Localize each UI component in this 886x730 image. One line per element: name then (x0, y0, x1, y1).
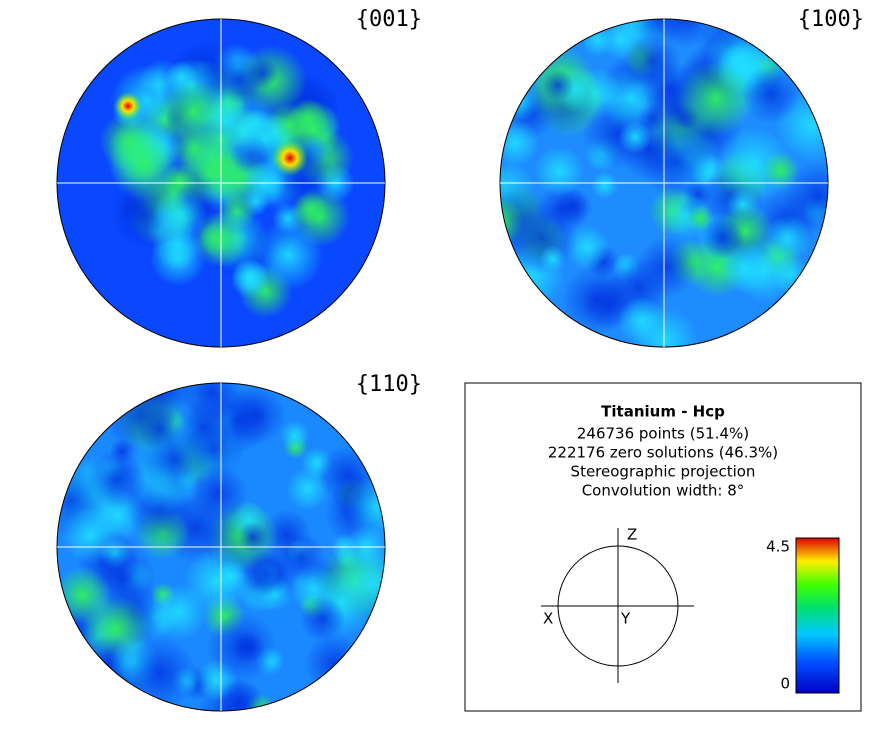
density-blob (541, 69, 574, 102)
reference-frame (541, 528, 694, 683)
density-blob (618, 120, 652, 154)
info-line: 246736 points (51.4%) (577, 425, 749, 443)
pole-figure-label: {110} (356, 372, 422, 397)
info-box (464, 382, 862, 712)
density-blob (216, 678, 263, 711)
density-blob (539, 245, 567, 273)
density-blob (207, 612, 277, 682)
info-line: Convolution width: 8° (582, 482, 745, 500)
density-blob (237, 521, 269, 553)
density-blob (57, 566, 112, 625)
density-blob (160, 79, 226, 145)
density-blob (640, 126, 712, 198)
axis-label: Z (627, 526, 637, 544)
axis-label: Y (620, 610, 631, 628)
axis-label: X (543, 610, 553, 628)
density-blob (636, 236, 698, 298)
pole-figure (57, 19, 385, 347)
density-blob (500, 81, 540, 122)
density-blob (761, 151, 800, 190)
info-line: 222176 zero solutions (46.3%) (548, 444, 778, 462)
density-blob (500, 197, 524, 245)
colorbar-min: 0 (780, 675, 790, 693)
density-blob (287, 98, 329, 140)
info-line: Stereographic projection (571, 463, 756, 481)
density-blob (139, 424, 211, 495)
density-blob (500, 119, 539, 167)
density-blob (617, 296, 667, 346)
density-blob (183, 548, 250, 615)
pole-figure-label: {100} (798, 7, 864, 32)
density-blob (631, 19, 685, 46)
density-blob (782, 161, 828, 233)
pole-figure-label: {001} (356, 7, 422, 32)
density-blob (181, 383, 243, 424)
density-blob (304, 634, 365, 694)
density-blob (279, 420, 310, 451)
density-blob (677, 61, 754, 137)
pole-figure (500, 19, 828, 347)
density-blob (299, 596, 346, 642)
colorbar-max: 4.5 (766, 538, 790, 556)
density-blob (61, 506, 120, 564)
density-blob (345, 474, 385, 539)
density-blob (534, 146, 585, 197)
density-blob (109, 130, 179, 200)
density-peak (114, 92, 142, 120)
density-blob (764, 214, 812, 262)
pole-figure (57, 383, 385, 711)
density-blob (86, 449, 147, 510)
density-peak (272, 140, 308, 176)
density-blob (741, 64, 801, 125)
density-blob (590, 171, 619, 199)
density-blob (292, 191, 329, 228)
colorbar (795, 537, 840, 694)
phase-title: Titanium - Hcp (601, 403, 725, 421)
density-blob (701, 216, 744, 260)
density-blob (277, 533, 326, 582)
